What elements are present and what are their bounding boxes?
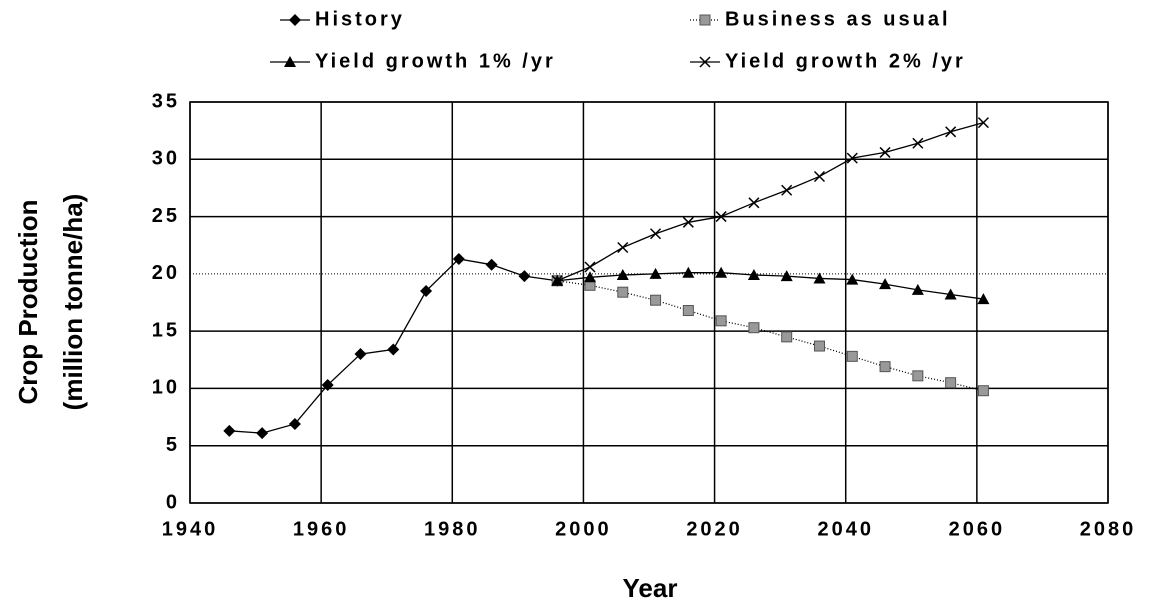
- marker: [846, 152, 858, 164]
- y-tick-label: 35: [152, 90, 180, 112]
- marker: [682, 305, 694, 317]
- marker: [879, 278, 892, 290]
- marker: [256, 427, 269, 440]
- marker: [682, 266, 695, 278]
- marker: [813, 340, 825, 352]
- marker: [879, 361, 891, 373]
- y-tick-label: 30: [152, 148, 180, 170]
- marker: [420, 285, 433, 298]
- legend-marker: [699, 56, 711, 68]
- x-tick-label: 1960: [293, 518, 350, 540]
- marker: [813, 170, 826, 183]
- legend-marker: [284, 56, 296, 67]
- marker: [781, 331, 793, 343]
- plot-border: [189, 101, 1109, 504]
- marker: [485, 258, 498, 271]
- marker: [780, 270, 793, 282]
- marker: [288, 417, 301, 430]
- marker: [650, 228, 662, 240]
- marker: [650, 294, 662, 306]
- series-line: [556, 121, 984, 282]
- marker: [977, 293, 990, 305]
- marker: [387, 343, 400, 356]
- y-tick-label: 0: [166, 491, 180, 513]
- marker: [846, 273, 859, 285]
- legend-label: Yield growth 1% /yr: [315, 50, 556, 72]
- y-axis-title: (million tonne/ha): [58, 194, 88, 411]
- marker: [649, 267, 662, 279]
- marker: [321, 378, 334, 391]
- legend-label: History: [315, 8, 405, 30]
- marker: [223, 424, 236, 437]
- x-tick-label: 2080: [1080, 518, 1137, 540]
- marker: [912, 137, 924, 149]
- marker: [715, 266, 728, 278]
- legend-marker: [699, 14, 711, 26]
- y-tick-label: 10: [152, 377, 180, 399]
- y-tick-label: 5: [166, 434, 180, 456]
- marker: [846, 350, 858, 362]
- x-tick-label: 1940: [162, 518, 219, 540]
- y-tick-label: 20: [152, 262, 180, 284]
- series-line: [557, 272, 984, 300]
- marker: [748, 322, 760, 334]
- marker: [944, 288, 957, 300]
- marker: [747, 269, 760, 281]
- marker: [617, 241, 629, 254]
- marker: [945, 126, 957, 138]
- marker: [912, 370, 924, 382]
- x-tick-label: 2060: [949, 518, 1006, 540]
- marker: [617, 286, 629, 298]
- x-axis-title: Year: [623, 573, 678, 603]
- marker: [616, 269, 629, 281]
- x-tick-label: 2040: [817, 518, 874, 540]
- marker: [781, 184, 793, 196]
- marker: [748, 197, 760, 209]
- marker: [715, 315, 727, 327]
- marker: [977, 385, 989, 397]
- legend-label: Yield growth 2% /yr: [725, 50, 966, 72]
- x-tick-label: 2000: [555, 518, 612, 540]
- marker: [518, 270, 531, 283]
- legend-label: Business as usual: [725, 8, 951, 30]
- legend-marker: [289, 14, 301, 26]
- marker: [977, 117, 989, 129]
- marker: [945, 377, 957, 389]
- marker: [715, 211, 727, 223]
- marker: [879, 146, 891, 158]
- y-axis-title: Crop Production: [13, 199, 43, 404]
- x-tick-label: 1980: [424, 518, 481, 540]
- x-tick-label: 2020: [686, 518, 743, 540]
- y-tick-label: 15: [152, 319, 180, 341]
- marker: [551, 275, 563, 287]
- marker: [911, 283, 924, 295]
- marker: [583, 271, 596, 283]
- marker: [682, 216, 694, 228]
- marker: [584, 261, 596, 273]
- marker: [452, 252, 465, 265]
- marker: [354, 348, 367, 361]
- y-tick-label: 25: [152, 205, 180, 227]
- marker: [813, 272, 826, 284]
